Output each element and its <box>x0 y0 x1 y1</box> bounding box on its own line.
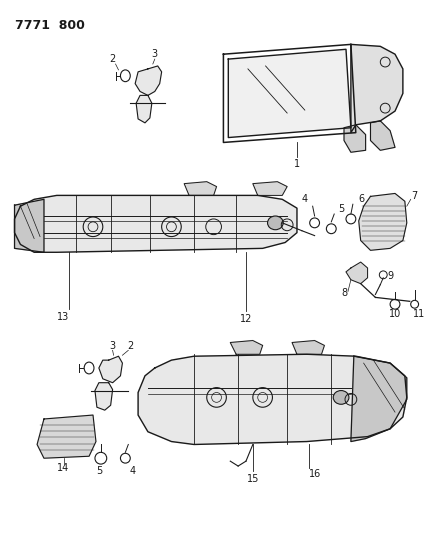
Text: 15: 15 <box>247 474 259 484</box>
Text: 2: 2 <box>110 54 116 64</box>
Text: 14: 14 <box>57 463 70 473</box>
Polygon shape <box>99 356 122 383</box>
Text: 13: 13 <box>57 312 70 322</box>
Text: 10: 10 <box>389 309 401 319</box>
Text: 16: 16 <box>309 469 321 479</box>
Polygon shape <box>344 125 366 152</box>
Text: 1: 1 <box>294 159 300 169</box>
Text: 9: 9 <box>387 271 393 281</box>
Text: 4: 4 <box>129 466 135 476</box>
Polygon shape <box>351 44 403 133</box>
Polygon shape <box>292 341 324 354</box>
Text: 5: 5 <box>96 466 102 476</box>
Text: 6: 6 <box>359 195 365 204</box>
Text: 4: 4 <box>302 195 308 204</box>
Polygon shape <box>136 95 152 123</box>
Text: 7: 7 <box>411 191 418 201</box>
Polygon shape <box>359 193 407 251</box>
Polygon shape <box>184 182 217 196</box>
Polygon shape <box>230 341 263 354</box>
Polygon shape <box>371 121 395 150</box>
Polygon shape <box>15 199 44 252</box>
Polygon shape <box>346 262 368 284</box>
Polygon shape <box>37 415 96 458</box>
Ellipse shape <box>268 216 283 230</box>
Polygon shape <box>228 49 351 138</box>
Polygon shape <box>135 66 162 95</box>
Polygon shape <box>253 182 287 196</box>
Polygon shape <box>15 196 297 252</box>
Text: 12: 12 <box>240 314 252 324</box>
Text: 8: 8 <box>341 288 347 298</box>
Text: 5: 5 <box>338 204 344 214</box>
Text: 2: 2 <box>127 342 134 351</box>
Polygon shape <box>351 356 407 441</box>
Text: 3: 3 <box>152 49 158 59</box>
Text: 3: 3 <box>110 342 116 351</box>
Ellipse shape <box>333 391 349 404</box>
Text: 7771  800: 7771 800 <box>15 19 84 32</box>
Text: 11: 11 <box>413 309 426 319</box>
Polygon shape <box>95 383 113 410</box>
Polygon shape <box>138 354 407 445</box>
